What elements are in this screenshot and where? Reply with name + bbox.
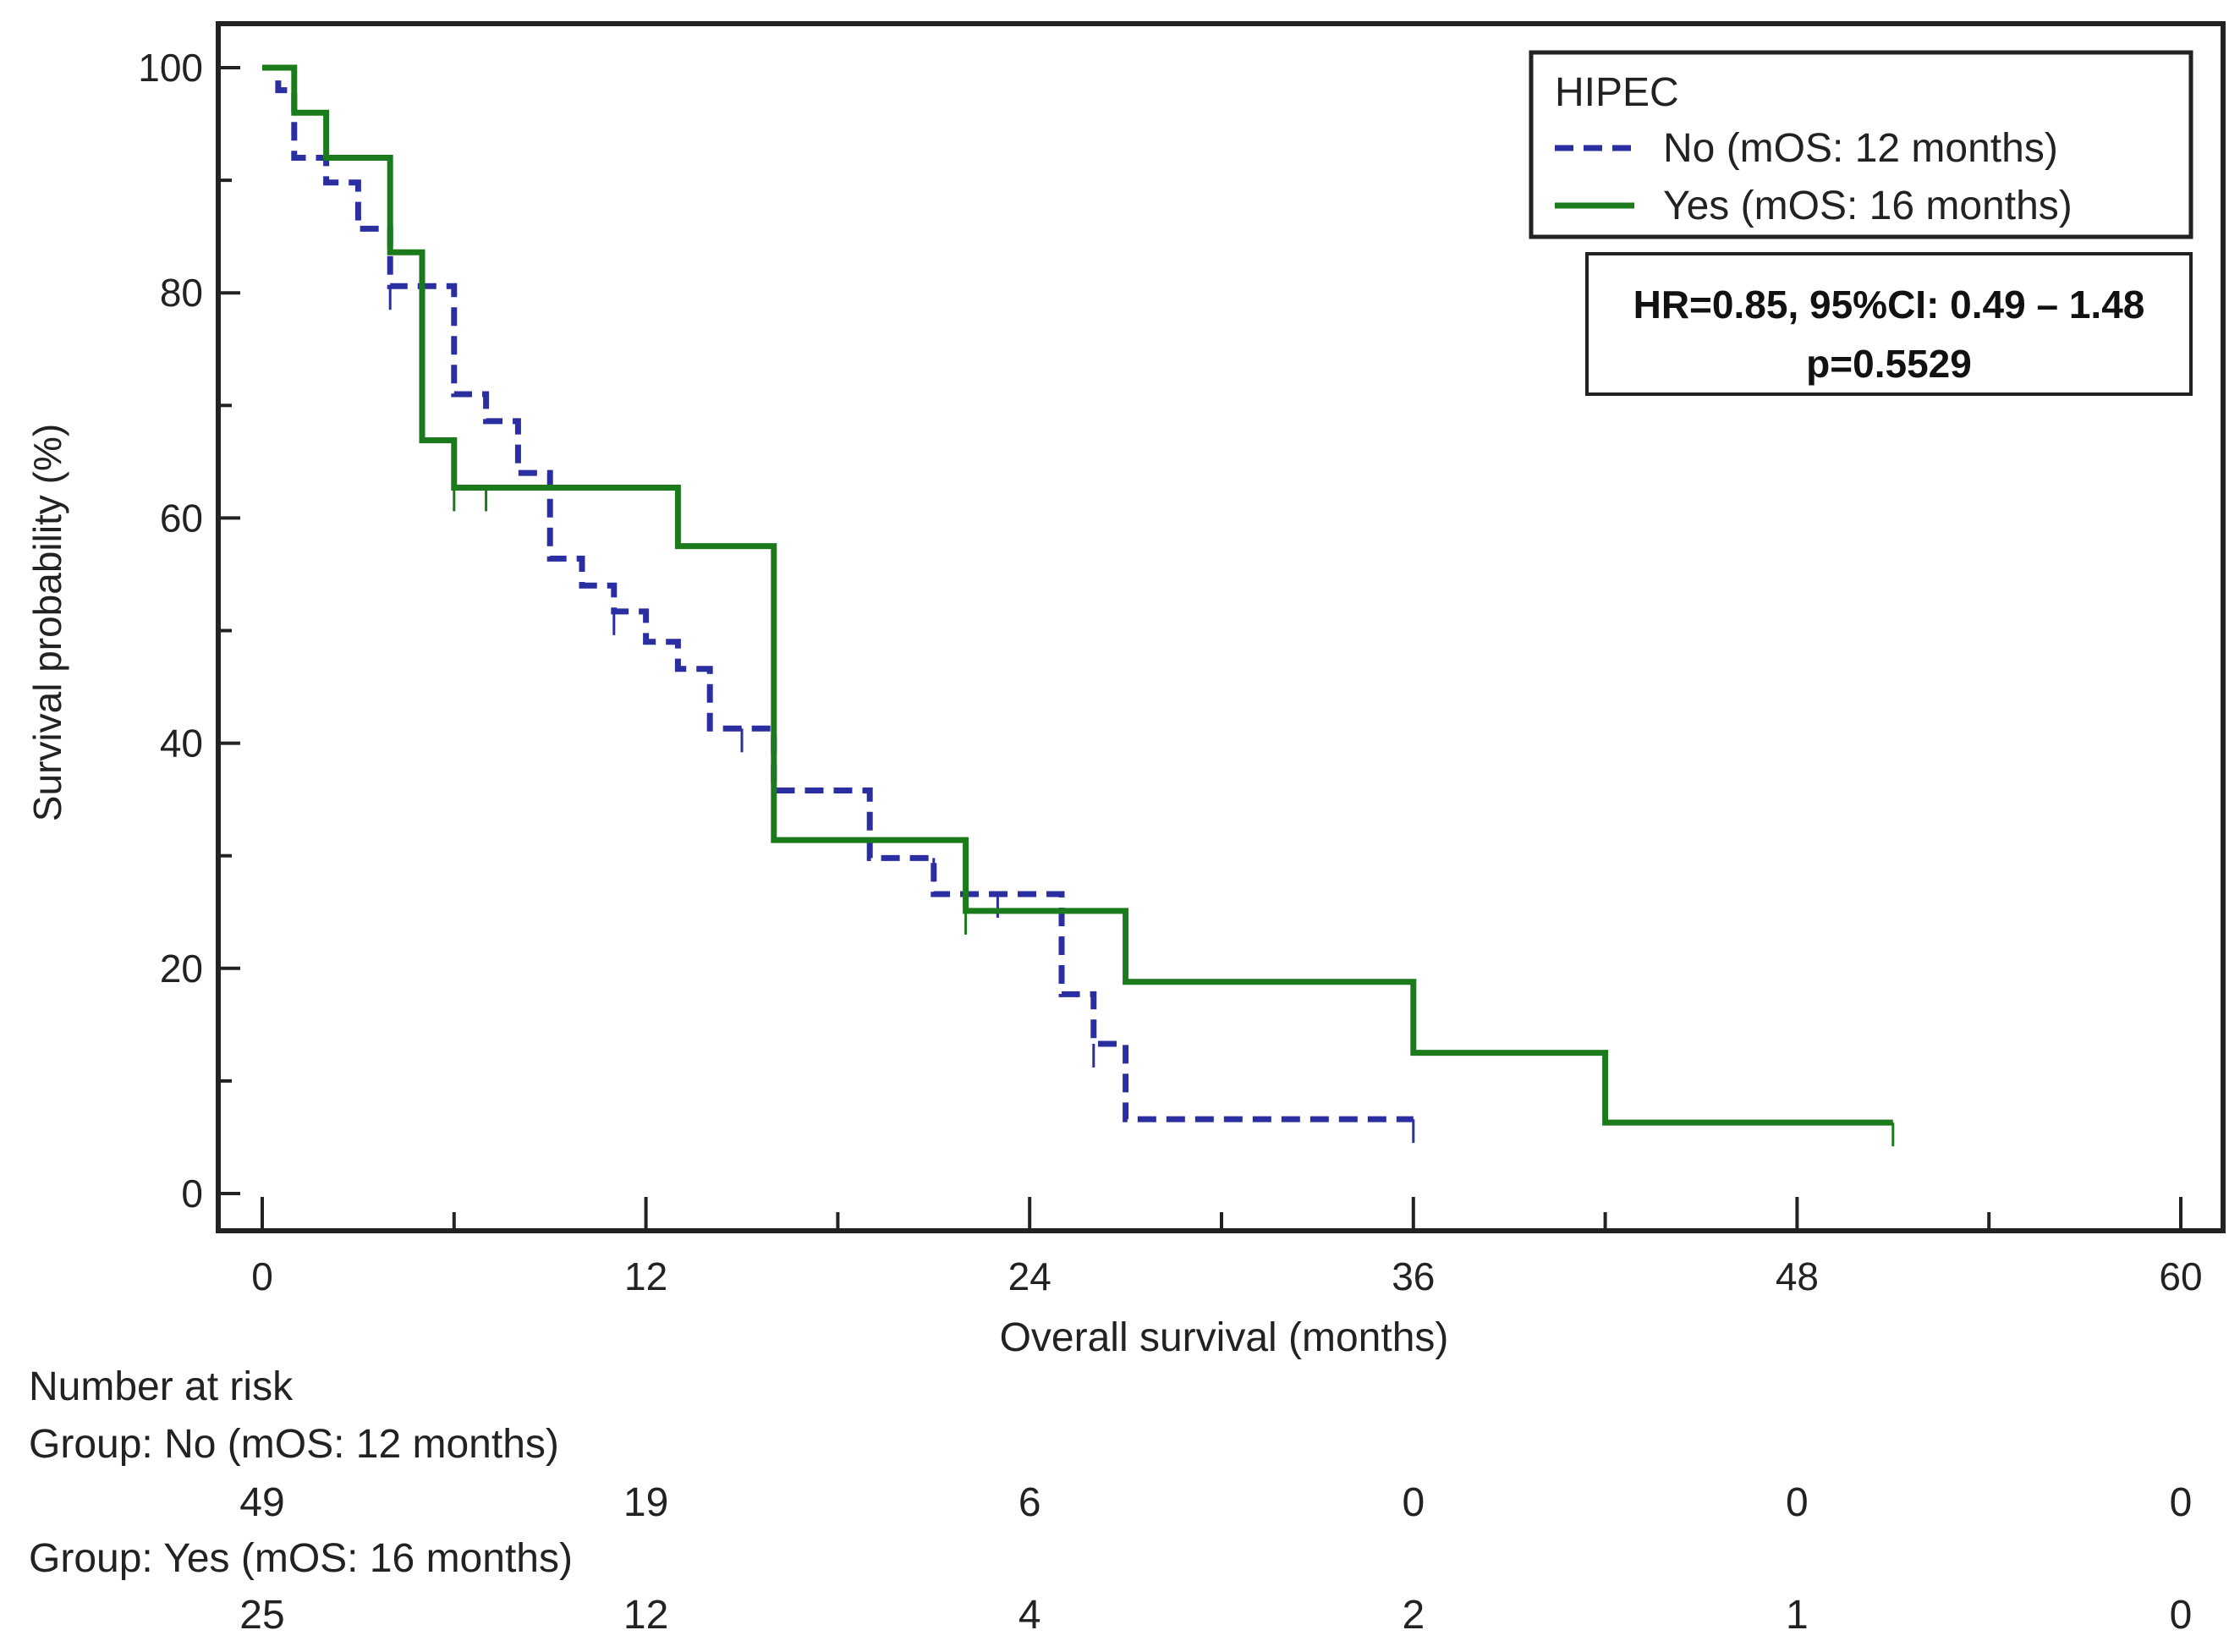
risk-value-yes: 25 bbox=[239, 1593, 284, 1638]
x-axis-label: Overall survival (months) bbox=[1000, 1315, 1449, 1360]
y-tick-label: 0 bbox=[181, 1172, 203, 1216]
y-tick-label: 40 bbox=[160, 722, 203, 766]
risk-value-no: 19 bbox=[623, 1480, 668, 1525]
legend-entry-yes: Yes (mOS: 16 months) bbox=[1663, 184, 2073, 228]
legend: HIPEC No (mOS: 12 months) Yes (mOS: 16 m… bbox=[1529, 50, 2193, 239]
risk-group-label-yes: Group: Yes (mOS: 16 months) bbox=[29, 1536, 573, 1581]
y-tick-label: 100 bbox=[138, 46, 203, 90]
x-tick-label: 36 bbox=[1392, 1254, 1435, 1298]
legend-entry-no: No (mOS: 12 months) bbox=[1663, 126, 2058, 171]
legend-box bbox=[1529, 50, 2193, 239]
x-tick-label: 24 bbox=[1008, 1254, 1051, 1298]
x-tick-label: 48 bbox=[1776, 1254, 1819, 1298]
risk-value-no: 0 bbox=[1402, 1480, 1425, 1525]
y-tick-label: 60 bbox=[160, 496, 203, 540]
risk-value-no: 49 bbox=[239, 1480, 284, 1525]
risk-value-yes: 2 bbox=[1402, 1593, 1425, 1638]
risk-table: Number at risk Group: No (mOS: 12 months… bbox=[29, 1364, 2192, 1638]
risk-table-title: Number at risk bbox=[29, 1364, 294, 1409]
series-line-yes bbox=[262, 64, 1893, 1126]
x-tick-label: 60 bbox=[2159, 1254, 2202, 1298]
y-tick-label: 20 bbox=[160, 947, 203, 991]
y-axis-label: Survival probability (%) bbox=[25, 424, 69, 821]
y-tick-label: 80 bbox=[160, 271, 203, 315]
risk-value-no: 6 bbox=[1018, 1480, 1041, 1525]
hr-text: HR=0.85, 95%CI: 0.49 – 1.48 bbox=[1633, 283, 2145, 327]
risk-value-yes: 12 bbox=[623, 1593, 668, 1638]
risk-value-yes: 1 bbox=[1786, 1593, 1809, 1638]
hr-frame bbox=[1585, 252, 2193, 396]
x-tick-label: 12 bbox=[624, 1254, 667, 1298]
risk-value-yes: 4 bbox=[1018, 1593, 1041, 1638]
legend-title: HIPEC bbox=[1555, 70, 1679, 115]
risk-value-yes: 0 bbox=[2170, 1593, 2193, 1638]
risk-value-no: 0 bbox=[1786, 1480, 1809, 1525]
risk-value-no: 0 bbox=[2170, 1480, 2193, 1525]
series-line-no bbox=[262, 64, 1414, 1122]
x-tick-label: 0 bbox=[251, 1254, 273, 1298]
hazard-ratio-box: HR=0.85, 95%CI: 0.49 – 1.48 p=0.5529 bbox=[1585, 252, 2193, 396]
p-value-text: p=0.5529 bbox=[1806, 342, 1972, 386]
risk-group-label-no: Group: No (mOS: 12 months) bbox=[29, 1422, 559, 1467]
